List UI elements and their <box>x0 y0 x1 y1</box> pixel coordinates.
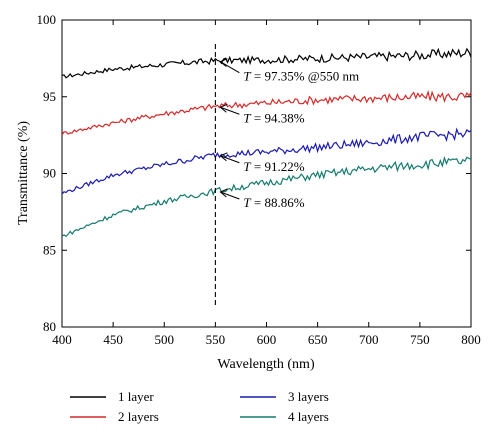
x-tick-label: 700 <box>359 332 379 347</box>
annotation-arrow-line <box>220 106 240 115</box>
x-tick-label: 400 <box>52 332 72 347</box>
x-tick-label: 450 <box>103 332 123 347</box>
legend-label-4: 4 layers <box>288 409 329 424</box>
legend-label-2: 2 layers <box>118 409 159 424</box>
y-tick-label: 85 <box>43 242 56 257</box>
legend-label-3: 3 layers <box>288 389 329 404</box>
annotation-arrow-head <box>219 188 228 198</box>
annotation-arrow-line <box>220 191 240 200</box>
x-axis-title: Wavelength (nm) <box>217 357 315 372</box>
x-tick-label: 800 <box>461 332 481 347</box>
x-tick-label: 650 <box>308 332 328 347</box>
x-tick-label: 500 <box>155 332 175 347</box>
axis-ticks: 400 450 500 550 600 650 700 750 800 80 85 90 95 100 <box>37 12 481 347</box>
series-line-1 <box>61 47 472 79</box>
y-tick-label: 90 <box>43 166 56 181</box>
annotations: T = 97.35% @550 nm T = 94.38% T = 91.22% T … <box>219 58 359 210</box>
series-lines <box>61 47 472 238</box>
annotation-arrow-line <box>220 155 240 164</box>
y-tick-label: 95 <box>43 89 56 104</box>
legend: 1 layer 2 layers 3 layers 4 layers <box>70 389 329 424</box>
annotation-label: T = 94.38% <box>243 110 304 125</box>
series-line-2 <box>61 89 472 136</box>
y-tick-label: 80 <box>43 319 56 334</box>
annotation-arrow-head <box>219 58 228 68</box>
annotation-label: T = 91.22% <box>243 159 304 174</box>
annotation-arrow-line <box>220 61 240 74</box>
y-tick-label: 100 <box>37 12 57 27</box>
x-tick-label: 600 <box>257 332 277 347</box>
annotation-label: T = 88.86% <box>243 195 304 210</box>
annotation-label: T = 97.35% @550 nm <box>243 69 359 84</box>
series-line-3 <box>61 127 472 195</box>
annotation-arrow-head <box>219 152 228 162</box>
y-axis-title: Transmittance (%) <box>16 121 31 225</box>
series-line-4 <box>61 155 472 238</box>
x-tick-label: 550 <box>206 332 226 347</box>
annotation-arrow-head <box>219 103 228 113</box>
x-tick-label: 750 <box>410 332 430 347</box>
legend-label-1: 1 layer <box>118 389 154 404</box>
